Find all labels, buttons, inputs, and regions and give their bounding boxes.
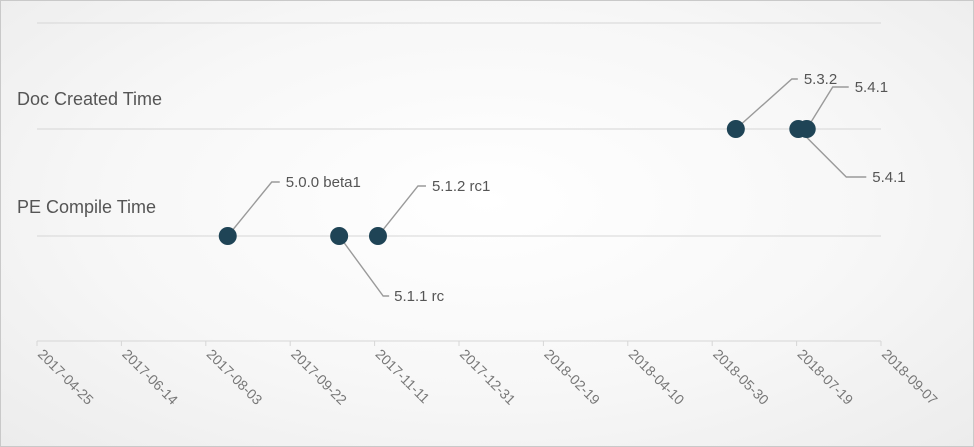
data-label: 5.4.1 [855, 79, 888, 96]
data-label: 5.0.0 beta1 [286, 174, 361, 191]
data-label: 5.3.2 [804, 71, 837, 88]
data-point [797, 120, 816, 138]
x-tick-label: 2017-04-25 [35, 346, 97, 408]
category-label: Doc Created Time [17, 89, 162, 109]
x-tick-label: 2017-12-31 [457, 346, 519, 408]
x-tick-label: 2018-02-19 [541, 346, 603, 408]
data-point [726, 120, 745, 138]
x-tick-label: 2018-04-10 [626, 346, 688, 408]
x-tick-label: 2017-06-14 [119, 346, 181, 408]
data-label: 5.4.1 [872, 169, 905, 186]
data-label-leader [227, 181, 280, 237]
data-point [330, 227, 349, 245]
x-tick-label: 2018-07-19 [794, 346, 856, 408]
data-label-leader [797, 128, 867, 178]
x-tick-label: 2018-09-07 [879, 346, 941, 408]
data-point [368, 227, 387, 245]
data-label-leader [377, 185, 426, 237]
data-label-leader [338, 235, 390, 297]
data-label-leader [806, 86, 849, 130]
category-label: PE Compile Time [17, 197, 156, 217]
data-label: 5.1.1 rc [394, 288, 445, 305]
x-tick-label: 2017-08-03 [204, 346, 266, 408]
data-point [218, 227, 237, 245]
x-tick-label: 2017-09-22 [288, 346, 350, 408]
x-tick-label: 2017-11-11 [372, 346, 433, 407]
data-label-leader [735, 78, 798, 130]
x-tick-label: 2018-05-30 [710, 346, 772, 408]
data-label: 5.1.2 rc1 [432, 178, 490, 195]
